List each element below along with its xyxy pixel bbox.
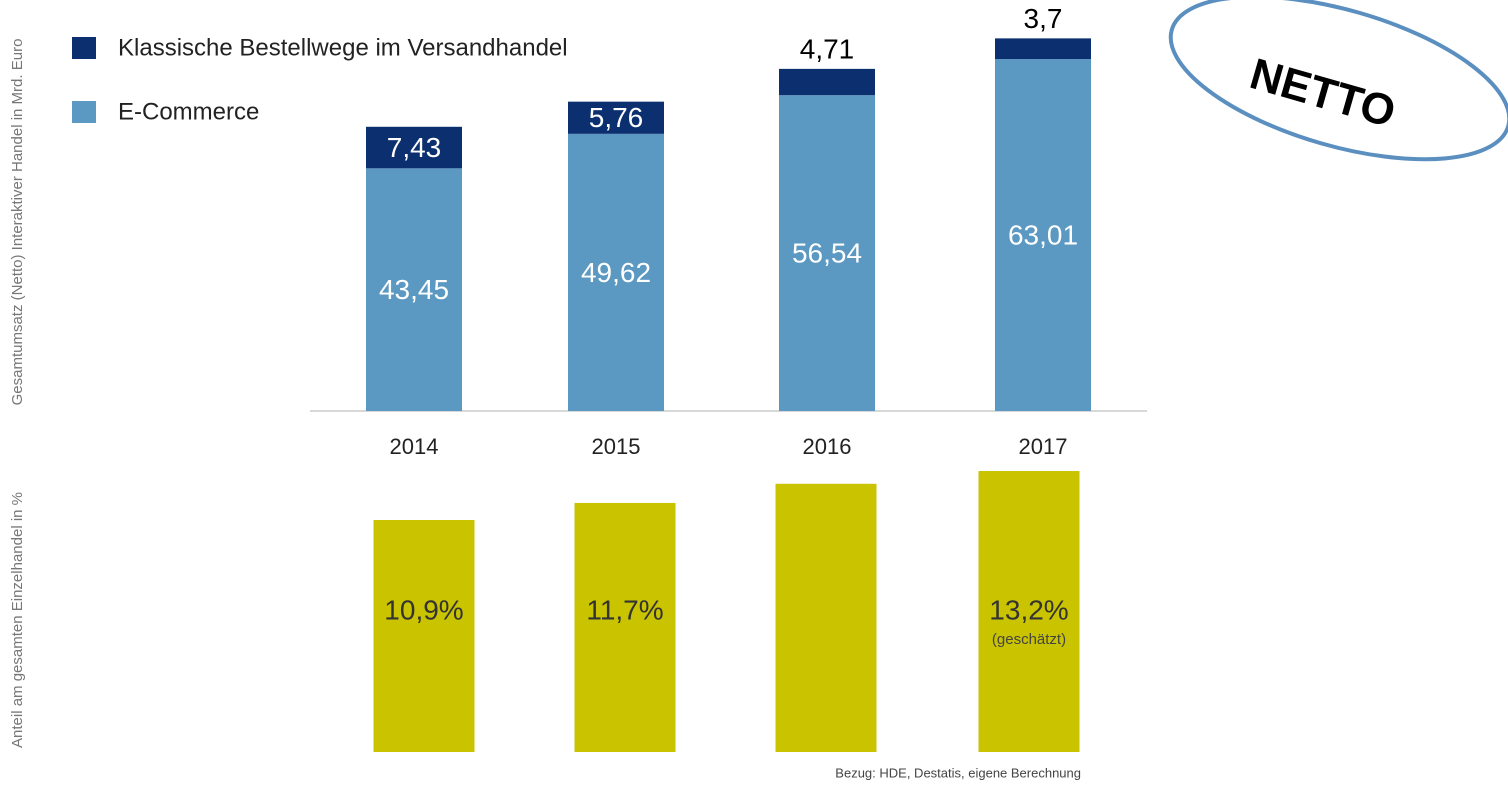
y-axis-label: Anteil am gesamten Einzelhandel in % [9,492,26,748]
data-label: 63,01 [1008,219,1078,250]
bar-segment [995,59,1091,412]
data-label: 56,54 [792,237,862,268]
bar-segment [779,68,875,96]
legend-swatch [72,101,96,123]
x-tick-label: 2014 [390,434,439,459]
bar-segment [366,168,462,411]
bar [978,471,1080,752]
data-label: 7,43 [387,132,442,163]
data-label: 49,62 [581,257,651,288]
stamp [1168,0,1508,162]
annotation: (geschätzt) [992,631,1066,648]
data-label: 11,7% [586,594,663,625]
bar-segment [779,95,875,411]
data-label: 43,45 [379,274,449,305]
bar-segment [366,126,462,169]
bar [574,502,676,752]
bar-segment [995,38,1091,60]
source: Bezug: HDE, Destatis, eigene Berechnung [835,765,1081,780]
y-axis-label: Gesamtumsatz (Netto) Interaktiver Handel… [9,39,26,406]
x-tick-label: 2017 [1019,434,1068,459]
data-label: 13,2% [989,594,1068,625]
bar [775,483,877,752]
data-label: 3,7 [1024,3,1063,34]
data-label: 5,76 [589,102,644,133]
x-tick-label: 2016 [803,434,852,459]
data-label: 4,71 [800,33,855,64]
legend-swatch [72,37,96,59]
bar-segment [568,101,664,134]
data-label: 10,9% [384,594,463,625]
legend-label: Klassische Bestellwege im Versandhandel [118,34,568,61]
legend-label: E-Commerce [118,98,259,125]
bar-segment [568,133,664,411]
bar [373,519,475,752]
x-tick-label: 2015 [592,434,641,459]
